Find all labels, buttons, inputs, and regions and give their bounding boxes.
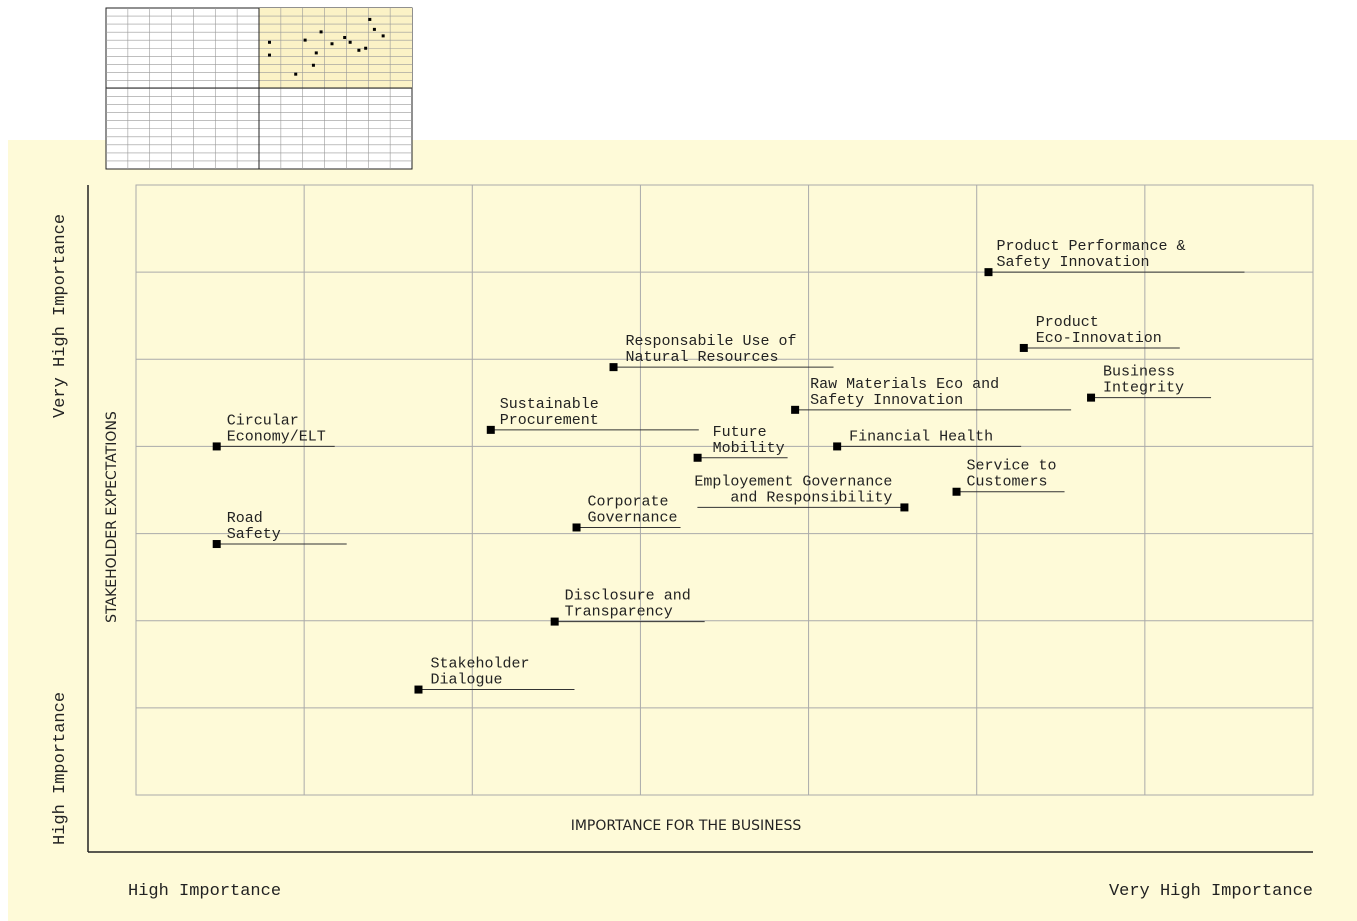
point [1087,393,1096,402]
point [900,503,909,512]
point-label: Transparency [565,604,673,621]
point [414,685,423,694]
point [572,523,581,532]
minimap-point [294,72,298,76]
point-label: Safety Innovation [810,392,963,409]
minimap-point [303,38,307,42]
minimap-point [372,27,376,31]
point-label: Economy/ELT [227,428,326,445]
minimap-point [381,34,385,38]
point [609,363,618,372]
point-label: and Responsibility [730,489,892,506]
point-label: Disclosure and [565,588,691,605]
minimap-point [368,17,372,21]
point [1019,343,1028,352]
point-label: Future [713,424,767,441]
point-label: Road [227,510,263,527]
minimap-point [267,53,271,57]
minimap-point [343,35,347,39]
minimap-point [330,42,334,46]
point-label: Natural Resources [626,349,779,366]
point-label: Business [1103,364,1175,381]
minimap-grid [106,8,412,169]
point [952,487,961,496]
x-high-label: Very High Importance [1109,882,1313,901]
point-label: Product [1036,314,1099,331]
point-label: Eco-Innovation [1036,330,1162,347]
point-label: Procurement [500,412,599,429]
point [791,405,800,414]
background [8,140,1357,921]
point-label: Sustainable [500,396,599,413]
y-axis-label: STAKEHOLDER EXPECTATIONS [104,411,120,623]
point [833,442,842,451]
y-low-label: High Importance [51,692,70,845]
minimap-point [267,40,271,44]
point-label: Dialogue [430,672,502,689]
point-label: Product Performance & [996,238,1185,255]
point-label: Mobility [713,440,785,457]
point [984,268,993,277]
minimap-point [348,40,352,44]
minimap-point [311,63,315,67]
minimap-point [357,48,361,52]
minimap-point [314,51,318,55]
point [550,617,559,626]
point-label: Employement Governance [694,473,892,490]
point-label: Responsabile Use of [626,333,797,350]
point-label: Stakeholder [430,656,529,673]
point [212,442,221,451]
point-label: Raw Materials Eco and [810,376,999,393]
point-label: Financial Health [849,428,993,445]
point-label: Customers [967,474,1048,491]
point [693,453,702,462]
point-label: Safety [227,526,281,543]
point-label: Safety Innovation [996,254,1149,271]
point-label: Integrity [1103,380,1184,397]
point [486,425,495,434]
point [212,540,221,549]
minimap-point [364,46,368,50]
point-label: Service to [967,458,1057,475]
x-low-label: High Importance [128,882,281,901]
x-axis-label: IMPORTANCE FOR THE BUSINESS [571,818,802,834]
y-high-label: Very High Importance [51,214,70,418]
minimap-point [319,30,323,34]
point-label: Governance [588,509,678,526]
point-label: Corporate [588,493,669,510]
point-label: Circular [227,412,299,429]
